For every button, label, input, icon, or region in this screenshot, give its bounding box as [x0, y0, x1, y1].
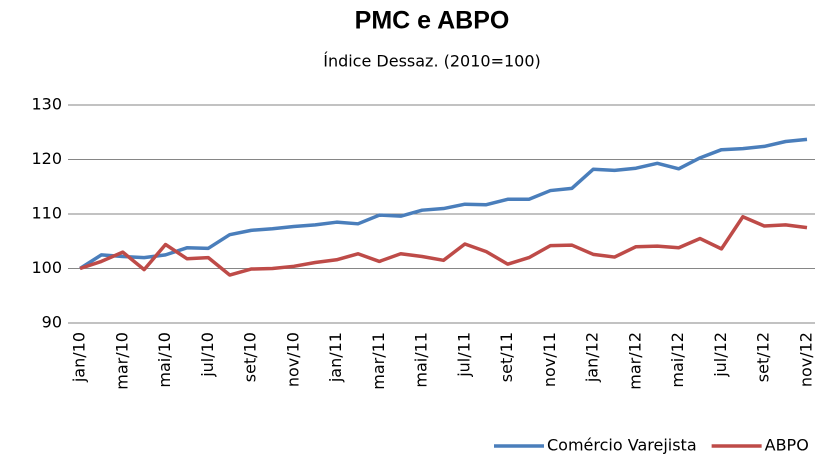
- x-tick-label: set/12: [754, 332, 773, 382]
- x-tick-label: mai/11: [412, 332, 431, 388]
- x-tick-label: jul/11: [454, 332, 473, 378]
- x-tick-label: mar/12: [625, 332, 644, 390]
- x-tick-label: jan/12: [583, 332, 602, 383]
- chart-subtitle: Índice Dessaz. (2010=100): [323, 52, 541, 71]
- x-tick-label: jan/10: [70, 332, 89, 383]
- y-tick-label: 110: [31, 204, 62, 223]
- x-tick-label: mar/10: [112, 332, 131, 390]
- x-tick-label: jul/10: [198, 332, 217, 378]
- y-tick-label: 90: [42, 313, 62, 332]
- x-tick-label: nov/11: [540, 332, 559, 387]
- y-tick-label: 130: [31, 95, 62, 114]
- x-tick-label: nov/12: [797, 332, 816, 387]
- x-tick-label: nov/10: [283, 332, 302, 387]
- x-tick-label: mar/11: [369, 332, 388, 390]
- y-tick-label: 120: [31, 149, 62, 168]
- chart-title: PMC e ABPO: [355, 7, 510, 35]
- x-tick-label: jul/12: [711, 332, 730, 378]
- x-tick-label: set/11: [497, 332, 516, 382]
- x-tick-label: set/10: [241, 332, 260, 382]
- y-tick-label: 100: [31, 258, 62, 277]
- x-tick-label: jan/11: [326, 332, 345, 383]
- legend-label: Comércio Varejista: [547, 436, 697, 455]
- legend-label: ABPO: [765, 436, 809, 455]
- x-tick-label: mai/12: [668, 332, 687, 388]
- series-line: [79, 214, 808, 277]
- x-tick-label: mai/10: [155, 332, 174, 388]
- series-line: [79, 137, 808, 270]
